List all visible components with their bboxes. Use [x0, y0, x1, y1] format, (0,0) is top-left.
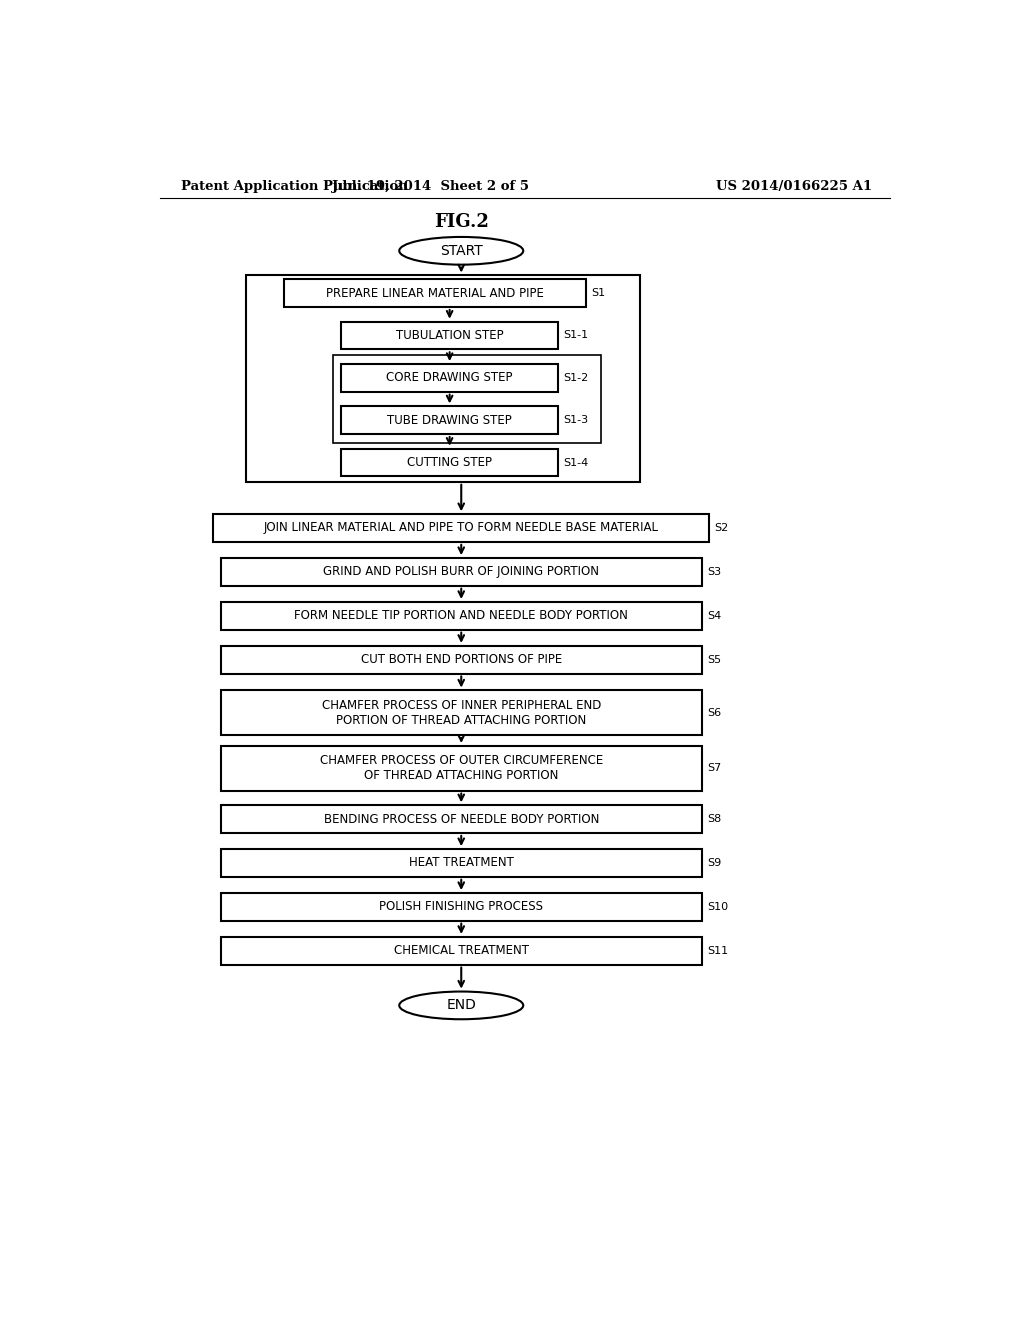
- Text: S5: S5: [707, 655, 721, 665]
- Bar: [341, 322, 558, 350]
- Text: S1: S1: [592, 288, 605, 298]
- Bar: [334, 355, 601, 444]
- Text: BENDING PROCESS OF NEEDLE BODY PORTION: BENDING PROCESS OF NEEDLE BODY PORTION: [324, 813, 599, 825]
- Text: PREPARE LINEAR MATERIAL AND PIPE: PREPARE LINEAR MATERIAL AND PIPE: [326, 286, 544, 300]
- Bar: [213, 515, 710, 543]
- Text: S7: S7: [707, 763, 721, 774]
- Text: S2: S2: [715, 523, 729, 533]
- Text: S10: S10: [707, 902, 728, 912]
- Ellipse shape: [399, 238, 523, 264]
- Text: TUBULATION STEP: TUBULATION STEP: [396, 329, 504, 342]
- Text: S8: S8: [707, 814, 721, 824]
- Text: S1-4: S1-4: [563, 458, 589, 467]
- Bar: [221, 894, 701, 921]
- Text: HEAT TREATMENT: HEAT TREATMENT: [409, 857, 514, 870]
- Text: FIG.2: FIG.2: [434, 213, 488, 231]
- Bar: [221, 746, 701, 791]
- Text: CHEMICAL TREATMENT: CHEMICAL TREATMENT: [394, 944, 528, 957]
- Text: POLISH FINISHING PROCESS: POLISH FINISHING PROCESS: [379, 900, 544, 913]
- Text: S9: S9: [707, 858, 721, 869]
- Text: S11: S11: [707, 945, 728, 956]
- Bar: [341, 407, 558, 434]
- Text: TUBE DRAWING STEP: TUBE DRAWING STEP: [387, 413, 512, 426]
- Text: US 2014/0166225 A1: US 2014/0166225 A1: [716, 181, 872, 194]
- Text: S6: S6: [707, 708, 721, 718]
- Text: S1-3: S1-3: [563, 416, 589, 425]
- Text: CUT BOTH END PORTIONS OF PIPE: CUT BOTH END PORTIONS OF PIPE: [360, 653, 562, 667]
- Bar: [221, 690, 701, 735]
- Text: CORE DRAWING STEP: CORE DRAWING STEP: [386, 371, 513, 384]
- Text: CUTTING STEP: CUTTING STEP: [408, 455, 493, 469]
- Text: FORM NEEDLE TIP PORTION AND NEEDLE BODY PORTION: FORM NEEDLE TIP PORTION AND NEEDLE BODY …: [294, 610, 628, 622]
- Bar: [221, 645, 701, 673]
- Text: END: END: [446, 998, 476, 1012]
- Text: S1-2: S1-2: [563, 372, 589, 383]
- Text: CHAMFER PROCESS OF OUTER CIRCUMFERENCE
OF THREAD ATTACHING PORTION: CHAMFER PROCESS OF OUTER CIRCUMFERENCE O…: [319, 754, 603, 783]
- Bar: [284, 280, 586, 308]
- Text: Patent Application Publication: Patent Application Publication: [180, 181, 408, 194]
- Bar: [221, 602, 701, 630]
- Text: CHAMFER PROCESS OF INNER PERIPHERAL END
PORTION OF THREAD ATTACHING PORTION: CHAMFER PROCESS OF INNER PERIPHERAL END …: [322, 698, 601, 727]
- Bar: [341, 449, 558, 477]
- Text: S3: S3: [707, 566, 721, 577]
- Text: Jun. 19, 2014  Sheet 2 of 5: Jun. 19, 2014 Sheet 2 of 5: [332, 181, 528, 194]
- Bar: [246, 276, 640, 482]
- Bar: [221, 937, 701, 965]
- Text: JOIN LINEAR MATERIAL AND PIPE TO FORM NEEDLE BASE MATERIAL: JOIN LINEAR MATERIAL AND PIPE TO FORM NE…: [264, 521, 658, 535]
- Ellipse shape: [399, 991, 523, 1019]
- Text: S1-1: S1-1: [563, 330, 589, 341]
- Bar: [341, 364, 558, 392]
- Bar: [221, 849, 701, 876]
- Bar: [221, 805, 701, 833]
- Text: S4: S4: [707, 611, 721, 620]
- Text: GRIND AND POLISH BURR OF JOINING PORTION: GRIND AND POLISH BURR OF JOINING PORTION: [324, 565, 599, 578]
- Bar: [221, 558, 701, 586]
- Text: START: START: [440, 244, 482, 257]
